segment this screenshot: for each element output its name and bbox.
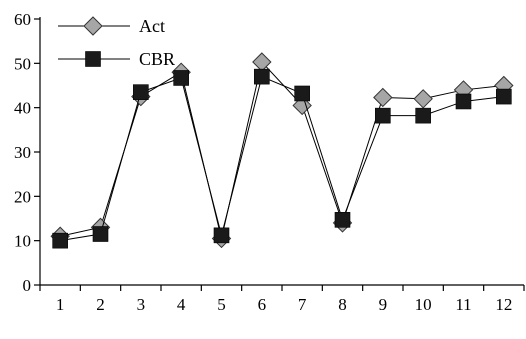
x-tick-label: 10 bbox=[415, 295, 432, 314]
y-ticks: 0 10 20 30 40 50 60 bbox=[14, 10, 40, 295]
data-point-cbr bbox=[294, 85, 310, 102]
data-point-cbr bbox=[254, 68, 270, 85]
legend: Act CBR bbox=[58, 16, 175, 69]
data-point-cbr bbox=[415, 107, 431, 124]
data-point-cbr bbox=[173, 70, 189, 86]
y-tick-label: 0 bbox=[23, 276, 32, 295]
x-ticks: 1 2 3 4 5 6 7 8 9 10 11 12 bbox=[39, 285, 525, 314]
legend-label-cbr: CBR bbox=[139, 49, 175, 69]
legend-marker-cbr bbox=[85, 51, 101, 67]
series-cbr bbox=[52, 68, 512, 249]
y-tick-label: 10 bbox=[14, 232, 31, 251]
x-tick-label: 9 bbox=[379, 295, 388, 314]
x-tick-label: 11 bbox=[455, 295, 471, 314]
x-tick-label: 3 bbox=[137, 295, 146, 314]
y-tick-label: 50 bbox=[14, 54, 31, 73]
x-tick-label: 12 bbox=[495, 295, 512, 314]
data-point-cbr bbox=[496, 88, 512, 105]
x-tick-label: 8 bbox=[338, 295, 347, 314]
data-point-cbr bbox=[133, 84, 149, 100]
x-tick-label: 2 bbox=[96, 295, 105, 314]
data-point-cbr bbox=[213, 227, 230, 244]
y-tick-label: 20 bbox=[14, 187, 31, 206]
x-tick-label: 1 bbox=[56, 295, 65, 314]
data-point-cbr bbox=[334, 212, 351, 228]
data-point-cbr bbox=[92, 226, 109, 242]
series-layer bbox=[50, 52, 514, 249]
series-act bbox=[50, 52, 514, 249]
x-tick-label: 4 bbox=[177, 295, 186, 314]
legend-marker-act bbox=[83, 16, 103, 36]
data-point-act bbox=[413, 89, 433, 109]
y-tick-label: 40 bbox=[14, 99, 31, 118]
x-tick-label: 6 bbox=[258, 295, 267, 314]
y-tick-label: 30 bbox=[14, 143, 31, 162]
x-tick-label: 7 bbox=[298, 295, 307, 314]
data-point-cbr bbox=[455, 93, 472, 110]
data-point-cbr bbox=[52, 232, 68, 249]
data-point-act bbox=[373, 87, 393, 108]
data-point-cbr bbox=[375, 107, 391, 124]
series-line-act bbox=[60, 60, 504, 239]
series-line-cbr bbox=[60, 75, 504, 242]
legend-label-act: Act bbox=[139, 16, 165, 36]
y-tick-label: 60 bbox=[14, 10, 31, 29]
x-tick-label: 5 bbox=[217, 295, 226, 314]
